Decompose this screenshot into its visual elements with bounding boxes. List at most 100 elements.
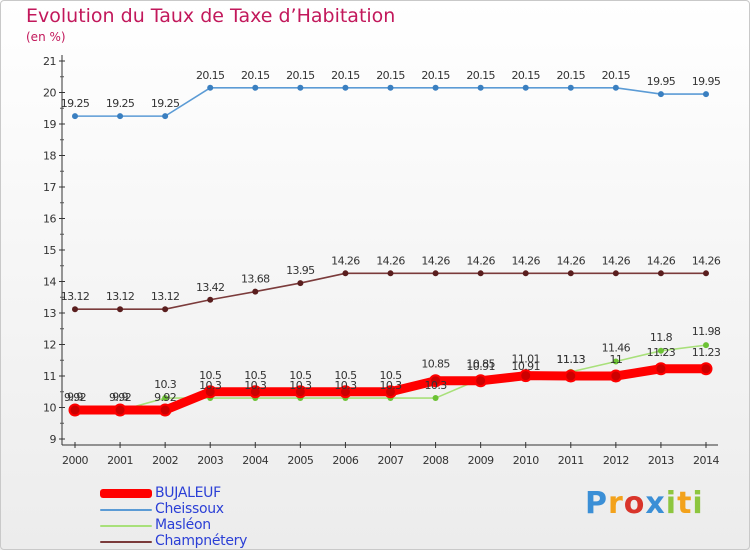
data-point — [162, 306, 169, 313]
data-label: 14.26 — [376, 254, 405, 267]
data-point — [703, 270, 709, 277]
x-tick-label: 2000 — [62, 454, 88, 467]
data-label: 10.5 — [334, 369, 357, 382]
x-tick-label: 2003 — [197, 454, 223, 467]
x-tick-label: 2006 — [332, 454, 358, 467]
chart-title: Evolution du Taux de Taxe d’Habitation — [26, 5, 396, 27]
y-tick-label: 19 — [43, 118, 56, 131]
data-label: 13.68 — [241, 273, 270, 286]
data-point — [252, 84, 259, 91]
logo-letter: P — [585, 486, 608, 521]
data-point — [609, 369, 623, 383]
y-tick-label: 21 — [43, 55, 56, 68]
legend-label: Masléon — [155, 517, 211, 533]
data-point — [72, 306, 78, 313]
data-point — [612, 270, 619, 277]
data-label: 19.25 — [151, 97, 180, 110]
data-point — [567, 270, 574, 277]
data-label: 14.26 — [692, 254, 721, 267]
data-point — [297, 280, 304, 287]
data-label: 14.26 — [421, 254, 450, 267]
legend-swatch — [100, 509, 152, 511]
data-label: 14.26 — [602, 254, 631, 267]
data-label: 10.91 — [466, 360, 495, 373]
data-point — [657, 347, 664, 354]
data-label: 9.92 — [154, 391, 176, 404]
data-point — [207, 84, 214, 91]
y-tick-label: 11 — [43, 370, 56, 383]
data-point — [657, 270, 664, 277]
data-label: 10.3 — [425, 379, 448, 392]
data-label: 10.5 — [289, 369, 312, 382]
data-point — [522, 270, 529, 277]
data-label: 20.15 — [602, 69, 631, 82]
legend-label: BUJALEUF — [155, 485, 221, 501]
data-point — [477, 270, 484, 277]
data-point — [117, 306, 124, 313]
legend-item: Masléon — [100, 517, 340, 534]
data-label: 20.15 — [557, 69, 586, 82]
data-label: 11.23 — [692, 346, 721, 359]
data-label: 19.95 — [692, 75, 721, 88]
data-label: 20.15 — [511, 69, 540, 82]
data-point — [519, 369, 533, 383]
data-point — [342, 84, 349, 91]
data-point — [477, 84, 484, 91]
legend-swatch — [100, 525, 152, 527]
data-label: 13.12 — [61, 290, 90, 303]
data-label: 13.95 — [286, 264, 315, 277]
legend-label: Champnétery — [155, 533, 248, 549]
data-label: 20.15 — [466, 69, 495, 82]
data-point — [117, 113, 124, 120]
data-point — [72, 113, 78, 120]
data-label: 10.5 — [199, 369, 222, 382]
legend-swatch — [100, 541, 152, 543]
data-label: 14.26 — [647, 254, 676, 267]
data-point — [703, 91, 709, 98]
data-label: 13.12 — [151, 290, 180, 303]
x-tick-label: 2008 — [423, 454, 449, 467]
y-tick-label: 16 — [43, 213, 56, 226]
data-point — [338, 385, 352, 399]
data-point — [699, 362, 713, 376]
data-label: 9.92 — [109, 391, 131, 404]
data-label: 19.95 — [647, 75, 676, 88]
logo-letter: t — [677, 486, 693, 521]
data-label: 11.13 — [557, 353, 586, 366]
data-label: 10.3 — [154, 378, 177, 391]
x-tick-label: 2010 — [513, 454, 539, 467]
y-tick-label: 17 — [43, 181, 56, 194]
data-label: 9.9 — [67, 391, 83, 404]
data-point — [522, 84, 529, 91]
legend-item: BUJALEUF — [100, 485, 340, 502]
data-label: 10.91 — [511, 360, 540, 373]
legend-item: Champnétery — [100, 533, 340, 550]
data-point — [432, 84, 439, 91]
data-label: 10.85 — [421, 358, 450, 371]
data-label: 19.25 — [61, 97, 90, 110]
data-point — [162, 395, 169, 402]
data-label: 10.3 — [199, 379, 222, 392]
proxiti-logo: Proxiti — [585, 486, 704, 521]
data-point — [387, 270, 394, 277]
logo-letter: i — [692, 486, 704, 521]
data-point — [203, 385, 217, 399]
data-label: 13.42 — [196, 281, 225, 294]
data-point — [387, 84, 394, 91]
y-tick-label: 15 — [43, 244, 56, 257]
logo-letter: i — [665, 486, 678, 521]
data-label: 10.3 — [379, 379, 402, 392]
data-label: 10.5 — [244, 369, 267, 382]
data-point — [567, 84, 574, 91]
data-label: 14.26 — [331, 254, 360, 267]
legend: BUJALEUF Cheissoux Masléon Champnétery — [100, 485, 340, 550]
y-tick-label: 18 — [43, 150, 56, 163]
data-label: 11.01 — [511, 353, 540, 366]
data-point — [703, 342, 709, 349]
data-label: 20.15 — [421, 69, 450, 82]
x-tick-label: 2009 — [468, 454, 494, 467]
y-tick-label: 9 — [50, 433, 57, 446]
x-tick-label: 2007 — [378, 454, 404, 467]
data-point — [564, 369, 578, 383]
